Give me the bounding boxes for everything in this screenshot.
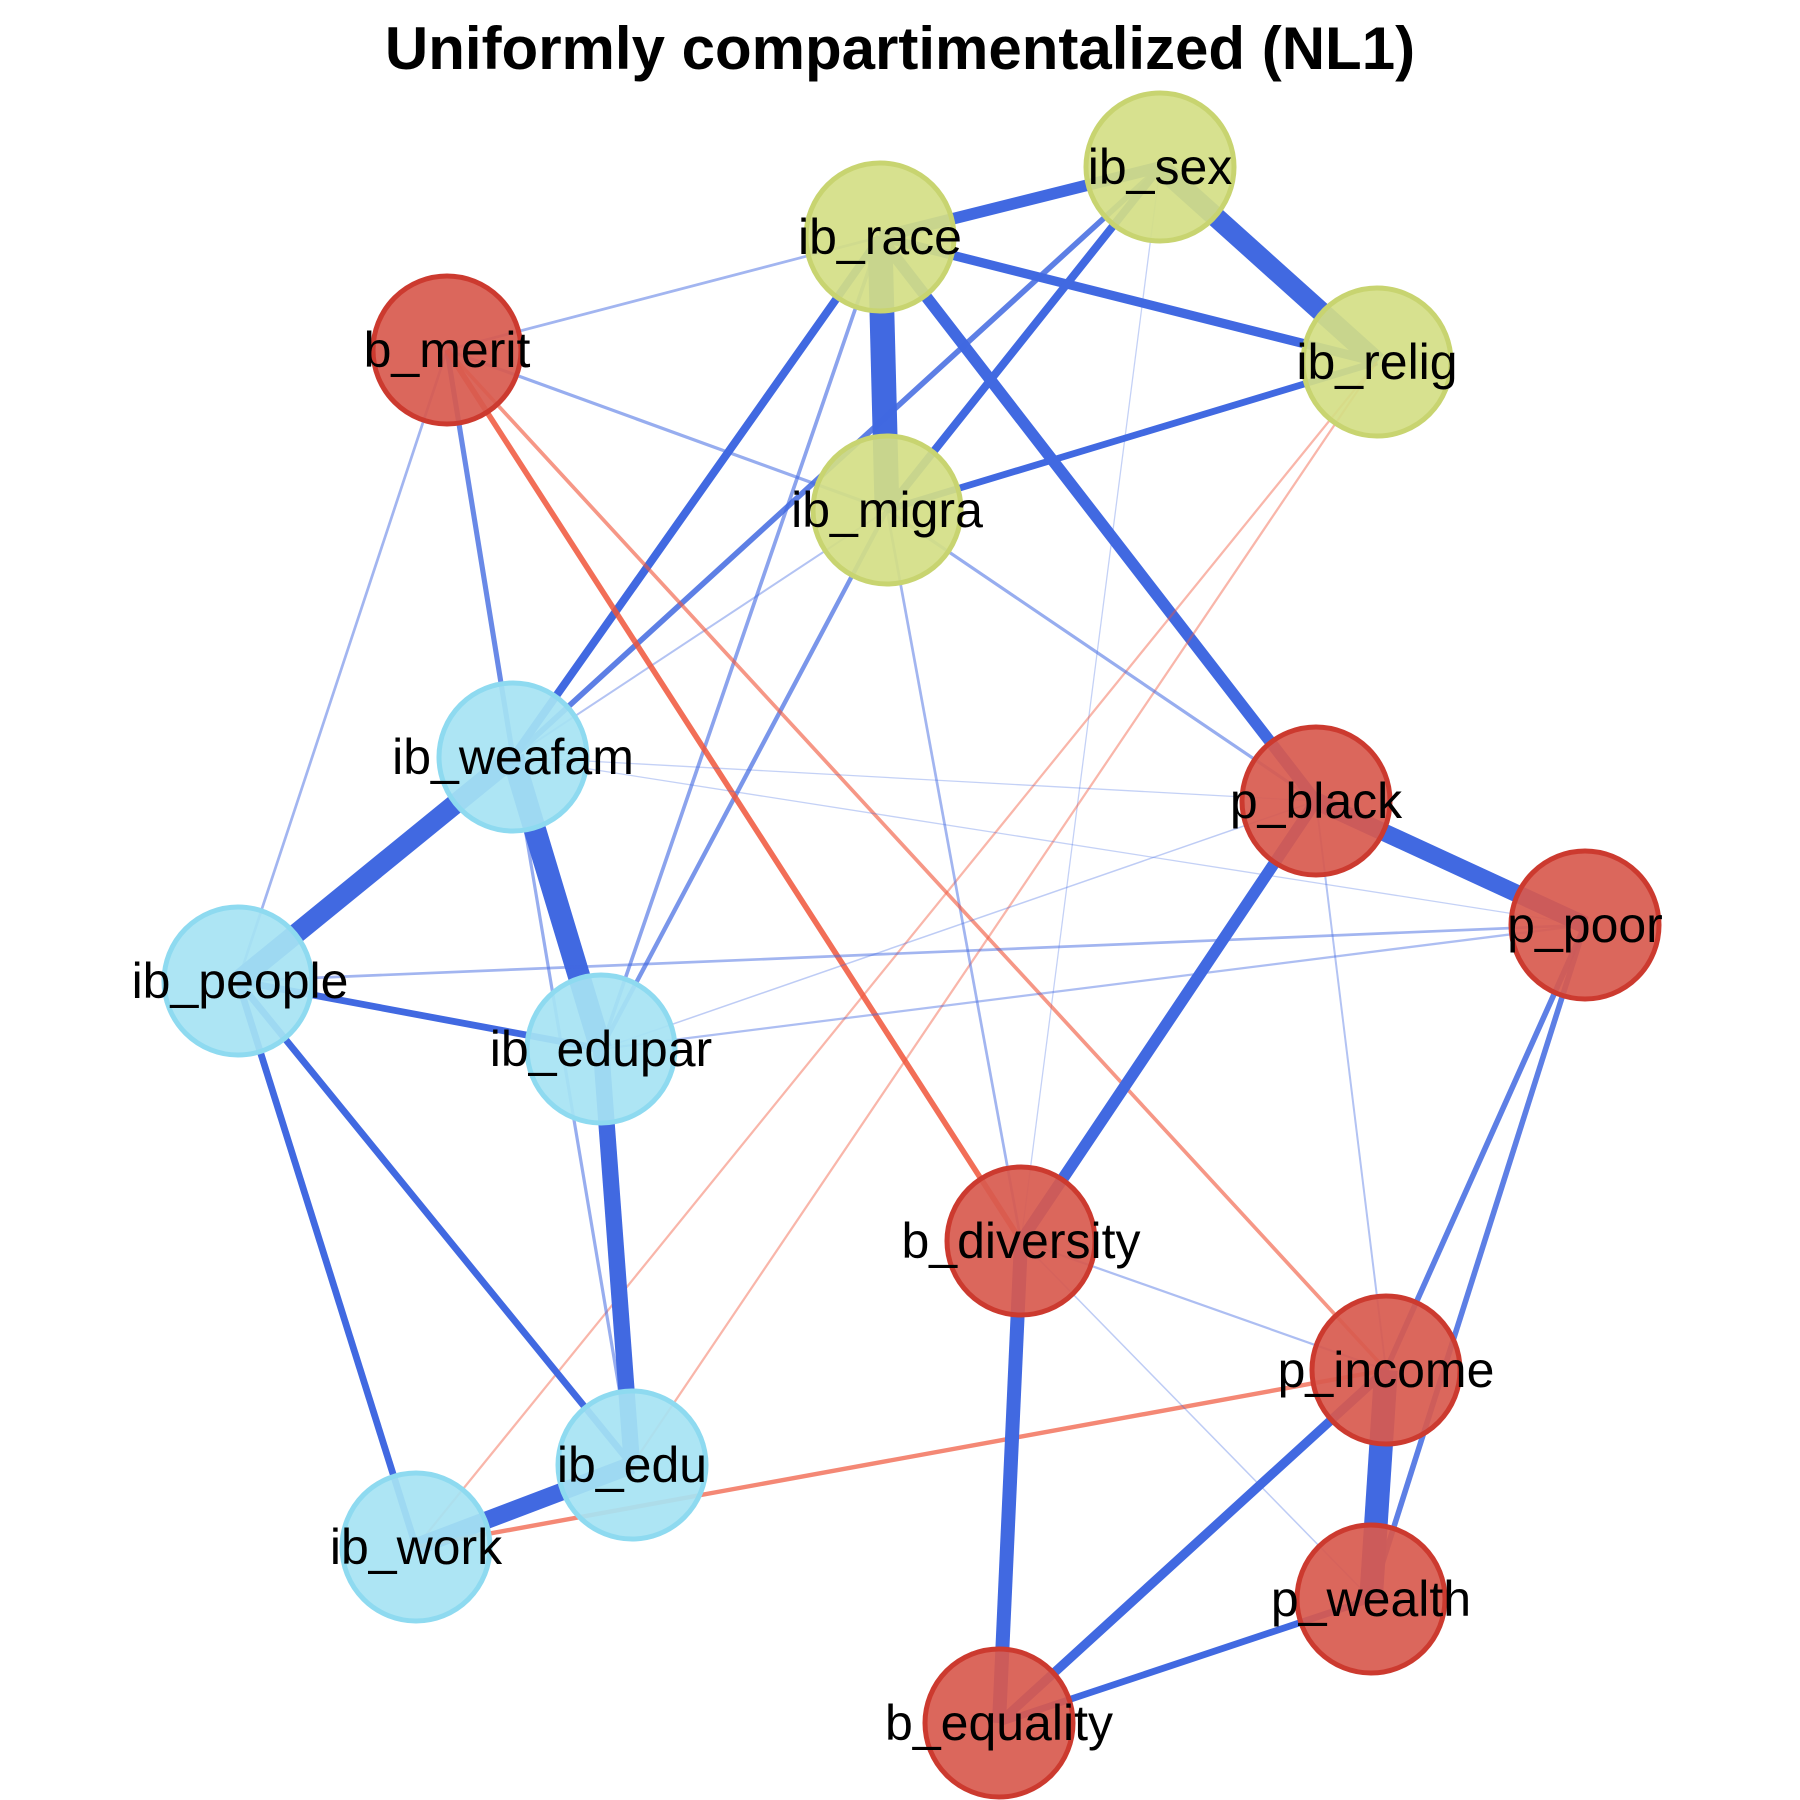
edge-p_income-b_equality: [995, 1366, 1390, 1727]
edge-ib_relig-ib_migra: [886, 358, 1378, 514]
node-label: ib_edu: [557, 1437, 707, 1493]
node-circle: [1083, 90, 1237, 244]
edge-ib_race-ib_weafam: [509, 234, 884, 760]
node-circle: [339, 1470, 493, 1624]
node-b_equality[interactable]: b_equality: [885, 1646, 1113, 1800]
node-label: ib_work: [330, 1519, 503, 1575]
edge-ib_weafam-p_poor: [512, 756, 1586, 926]
node-circle: [922, 1646, 1076, 1800]
edge-ib_sex-b_diversity: [1020, 166, 1161, 1242]
edge-ib_race-ib_edupar: [599, 236, 882, 1050]
node-label: ib_sex: [1088, 139, 1233, 195]
edge-ib_people-ib_edu: [235, 978, 635, 1468]
edge-b_diversity-b_equality: [992, 1240, 1028, 1724]
node-circle: [436, 680, 590, 834]
edge-b_merit-b_diversity: [444, 348, 1024, 1243]
node-ib_edupar[interactable]: ib_edupar: [490, 972, 712, 1126]
node-ib_edu[interactable]: ib_edu: [555, 1388, 709, 1542]
node-ib_weafam[interactable]: ib_weafam: [392, 680, 634, 834]
edge-ib_migra-p_black: [886, 508, 1317, 803]
node-ib_race[interactable]: ib_race: [798, 160, 962, 314]
node-label: p_income: [1278, 1342, 1495, 1398]
edge-ib_migra-b_diversity: [885, 509, 1023, 1242]
node-label: ib_race: [798, 209, 962, 265]
node-ib_people[interactable]: ib_people: [132, 904, 349, 1058]
node-label: b_merit: [364, 322, 531, 378]
node-circle: [810, 433, 964, 587]
node-label: b_diversity: [902, 1213, 1141, 1269]
node-ib_sex[interactable]: ib_sex: [1083, 90, 1237, 244]
node-label: ib_migra: [791, 482, 983, 538]
edge-ib_migra-b_merit: [446, 348, 888, 512]
edge-ib_race-p_black: [875, 233, 1321, 805]
edge-ib_people-ib_work: [234, 979, 420, 1549]
edge-ib_relig-ib_work: [415, 361, 1378, 1548]
node-p_income[interactable]: p_income: [1278, 1293, 1495, 1447]
node-circle: [524, 972, 678, 1126]
node-label: p_wealth: [1271, 1571, 1471, 1627]
edge-p_black-p_income: [1315, 800, 1387, 1371]
edge-b_merit-p_income: [445, 348, 1388, 1372]
node-circle: [161, 904, 315, 1058]
edge-ib_weafam-p_black: [512, 756, 1317, 802]
node-label: ib_edupar: [490, 1021, 712, 1077]
edge-b_merit-ib_people: [236, 349, 449, 982]
edge-p_poor-p_income: [1383, 923, 1588, 1372]
edge-ib_people-p_poor: [237, 923, 1586, 983]
node-label: ib_people: [132, 953, 349, 1009]
node-label: p_black: [1230, 773, 1403, 829]
edge-ib_edupar-p_poor: [600, 923, 1586, 1051]
node-ib_relig[interactable]: ib_relig: [1296, 285, 1458, 439]
node-circle: [555, 1388, 709, 1542]
node-b_diversity[interactable]: b_diversity: [902, 1164, 1141, 1318]
edge-ib_race-ib_relig: [878, 232, 1379, 367]
node-layer: ib_sex ib_race b_merit ib_relig ib_migra ib_w…: [132, 90, 1663, 1800]
edge-p_black-b_diversity: [1016, 797, 1321, 1245]
chart-title: Uniformly compartimentalized (NL1): [384, 15, 1416, 82]
node-p_poor[interactable]: p_poor: [1507, 848, 1663, 1002]
node-circle: [944, 1164, 1098, 1318]
edge-ib_migra-ib_edupar: [599, 508, 889, 1051]
node-circle: [370, 273, 524, 427]
node-ib_migra[interactable]: ib_migra: [791, 433, 983, 587]
edge-ib_edupar-p_black: [600, 800, 1317, 1050]
node-label: ib_relig: [1296, 334, 1457, 390]
node-circle: [1294, 1522, 1448, 1676]
edge-ib_relig-ib_edu: [631, 361, 1378, 1466]
node-p_wealth[interactable]: p_wealth: [1271, 1522, 1471, 1676]
node-circle: [803, 160, 957, 314]
node-label: ib_weafam: [392, 729, 634, 785]
node-label: p_poor: [1507, 897, 1663, 953]
node-label: b_equality: [885, 1695, 1113, 1751]
node-b_merit[interactable]: b_merit: [364, 273, 531, 427]
node-circle: [1300, 285, 1454, 439]
node-p_black[interactable]: p_black: [1230, 724, 1403, 878]
node-circle: [1309, 1293, 1463, 1447]
node-circle: [1508, 848, 1662, 1002]
node-ib_work[interactable]: ib_work: [330, 1470, 503, 1624]
edge-p_poor-p_wealth: [1368, 924, 1588, 1600]
node-circle: [1239, 724, 1393, 878]
edge-b_diversity-p_wealth: [1020, 1240, 1372, 1600]
